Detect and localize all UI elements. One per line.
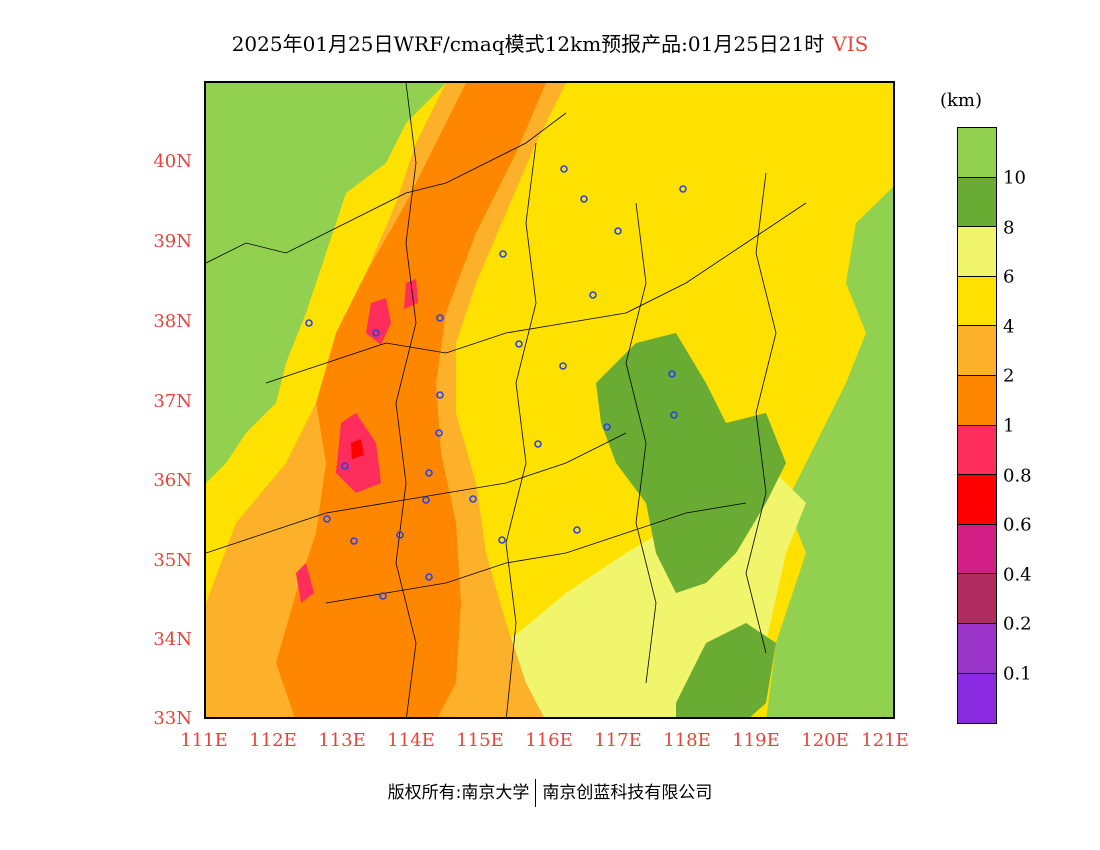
lon-label-118e: 118E (663, 730, 711, 751)
lon-label-117e: 117E (594, 730, 642, 751)
colorbar-swatch-0 (958, 128, 996, 178)
colorbar-swatch-10 (958, 623, 996, 674)
colorbar-swatch-9 (958, 574, 996, 624)
visibility-map (206, 83, 893, 717)
region-deepred (351, 439, 364, 459)
region-east-green (766, 186, 893, 717)
colorbar-swatch-5 (958, 375, 996, 426)
city-markers (305, 165, 687, 600)
lat-label-34n: 34N (153, 629, 192, 650)
colorbar-label-1: 1 (1003, 415, 1015, 437)
colorbar-swatch-7 (958, 475, 996, 525)
region-orange-dark (276, 83, 546, 717)
title-main: 2025年01月25日WRF/cmaq模式12km预报产品:01月25日21时 (231, 32, 825, 56)
lon-label-111e: 111E (180, 730, 228, 751)
lon-label-114e: 114E (387, 730, 435, 751)
colorbar-label-0-1: 0.1 (1003, 663, 1032, 685)
lon-label-121e: 121E (861, 730, 909, 751)
colorbar-swatch-11 (958, 673, 996, 724)
lat-label-35n: 35N (153, 550, 192, 571)
colorbar-label-2: 2 (1003, 365, 1015, 387)
colorbar (957, 127, 997, 725)
lat-label-37n: 37N (153, 391, 192, 412)
footer-credits: 版权所有:南京大学 南京创蓝科技有限公司 (0, 778, 1100, 807)
lat-label-33n: 33N (153, 708, 192, 729)
colorbar-label-4: 4 (1003, 316, 1015, 338)
colorbar-label-10: 10 (1003, 167, 1026, 189)
colorbar-label-6: 6 (1003, 266, 1015, 288)
colorbar-swatch-8 (958, 524, 996, 575)
colorbar-swatch-4 (958, 326, 996, 376)
footer-company: 南京创蓝科技有限公司 (542, 783, 713, 803)
lat-label-40n: 40N (153, 151, 192, 172)
region-red-4 (404, 279, 418, 309)
province-boundaries (206, 83, 807, 717)
footer-separator (535, 779, 537, 807)
colorbar-swatch-2 (958, 227, 996, 277)
lat-label-39n: 39N (153, 231, 192, 252)
lon-label-120e: 120E (801, 730, 849, 751)
lon-label-112e: 112E (249, 730, 297, 751)
colorbar-label-0-2: 0.2 (1003, 613, 1032, 635)
lon-label-115e: 115E (456, 730, 504, 751)
lat-label-38n: 38N (153, 311, 192, 332)
colorbar-swatch-1 (958, 177, 996, 228)
footer-copyright: 版权所有:南京大学 (387, 783, 530, 803)
lat-label-36n: 36N (153, 470, 192, 491)
region-red-3 (296, 563, 314, 603)
colorbar-label-0-4: 0.4 (1003, 564, 1032, 586)
region-shandong-darkgreen (596, 333, 786, 593)
chart-title: 2025年01月25日WRF/cmaq模式12km预报产品:01月25日21时 V… (0, 28, 1100, 57)
lon-label-113e: 113E (318, 730, 366, 751)
lon-label-116e: 116E (525, 730, 573, 751)
colorbar-label-8: 8 (1003, 217, 1015, 239)
region-south-darkgreen (676, 623, 776, 717)
map-panel (204, 81, 895, 719)
colorbar-label-0-8: 0.8 (1003, 465, 1032, 487)
colorbar-label-0-6: 0.6 (1003, 514, 1032, 536)
colorbar-swatch-6 (958, 425, 996, 476)
colorbar-unit: (km) (940, 90, 983, 111)
colorbar-swatch-3 (958, 276, 996, 327)
lon-label-119e: 119E (732, 730, 780, 751)
title-variable: VIS (832, 32, 869, 56)
